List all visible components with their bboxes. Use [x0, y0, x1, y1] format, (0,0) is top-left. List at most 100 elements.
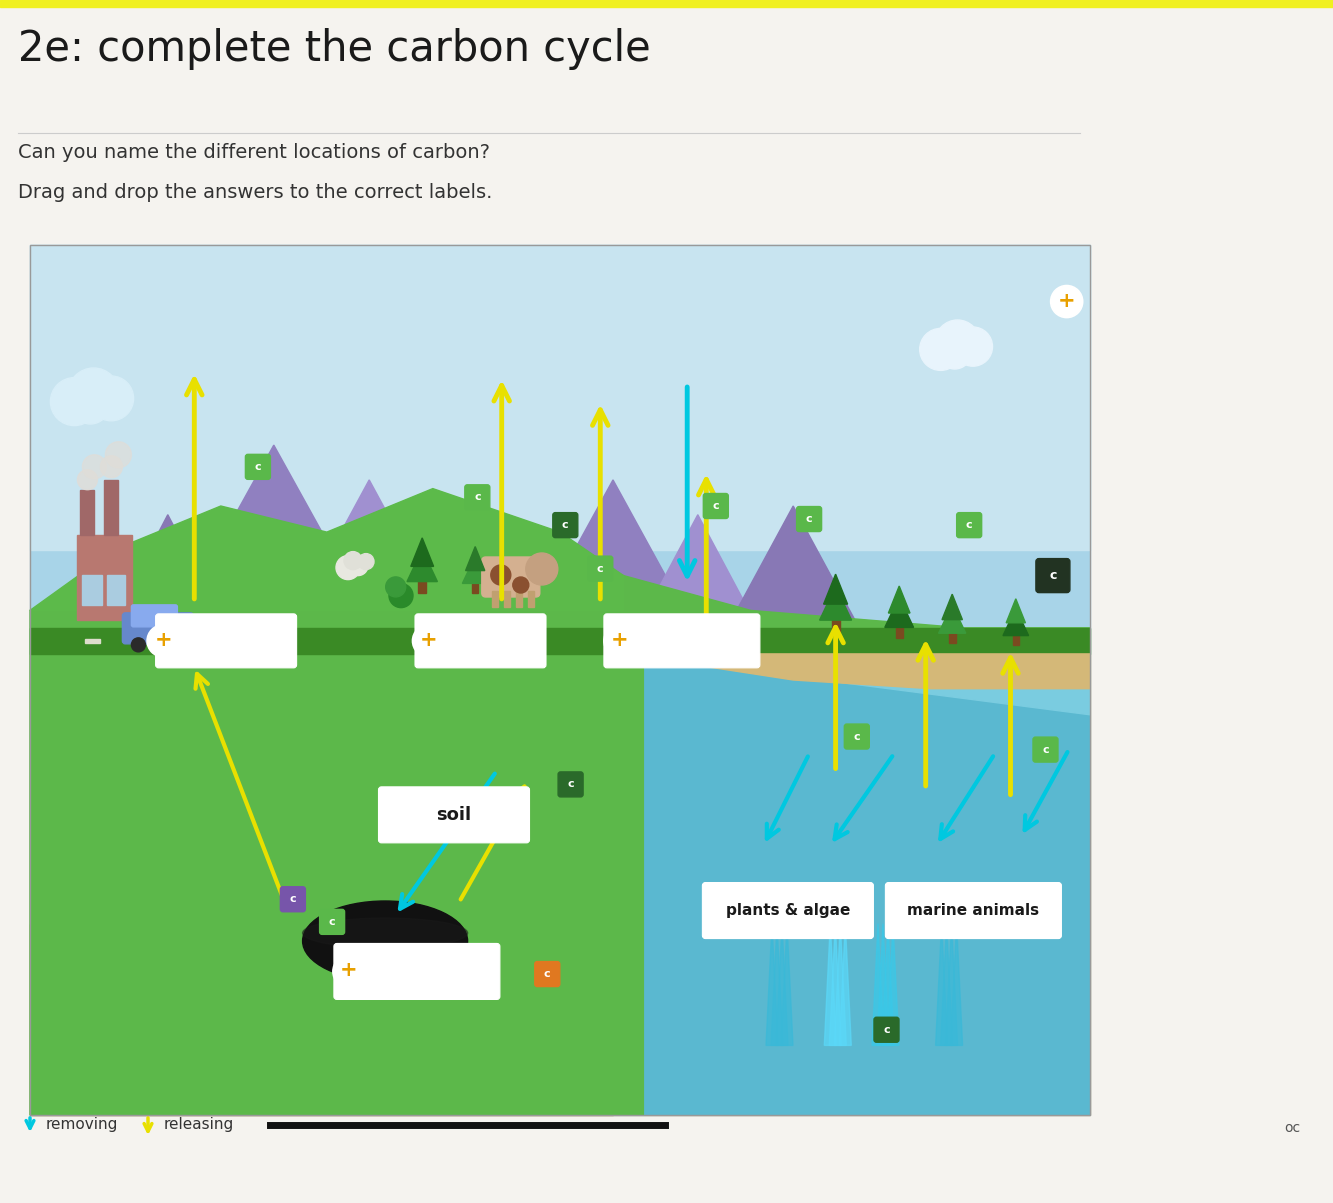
Ellipse shape — [303, 901, 468, 980]
Polygon shape — [829, 924, 841, 1045]
Circle shape — [412, 624, 444, 657]
Circle shape — [100, 456, 123, 478]
Polygon shape — [872, 924, 884, 1045]
Polygon shape — [407, 550, 437, 581]
Circle shape — [51, 378, 99, 426]
Text: oc: oc — [1284, 1121, 1300, 1134]
Text: c: c — [329, 917, 336, 926]
Polygon shape — [31, 654, 1090, 1115]
Text: c: c — [289, 894, 296, 905]
Polygon shape — [824, 574, 848, 604]
Text: c: c — [475, 492, 481, 503]
Polygon shape — [834, 924, 846, 1045]
FancyBboxPatch shape — [553, 512, 577, 538]
FancyBboxPatch shape — [559, 772, 583, 796]
Circle shape — [132, 638, 145, 652]
Ellipse shape — [303, 918, 468, 948]
Text: c: c — [884, 1025, 890, 1035]
Circle shape — [168, 638, 183, 652]
FancyBboxPatch shape — [704, 493, 728, 518]
Polygon shape — [824, 924, 836, 1045]
FancyBboxPatch shape — [874, 1018, 898, 1042]
Polygon shape — [781, 924, 793, 1045]
Bar — [85, 639, 100, 642]
FancyBboxPatch shape — [320, 909, 345, 935]
Circle shape — [359, 553, 375, 569]
Bar — [896, 626, 902, 639]
Text: +: + — [1058, 291, 1076, 310]
Polygon shape — [950, 924, 962, 1045]
Bar — [205, 639, 220, 642]
Circle shape — [920, 328, 961, 371]
Polygon shape — [766, 924, 778, 1045]
Polygon shape — [624, 515, 772, 654]
Bar — [31, 245, 1090, 1115]
Polygon shape — [877, 924, 889, 1045]
Circle shape — [348, 556, 368, 575]
Polygon shape — [938, 604, 966, 633]
Circle shape — [525, 553, 557, 585]
Circle shape — [83, 455, 107, 479]
Text: +: + — [611, 630, 629, 650]
Polygon shape — [411, 538, 433, 567]
Circle shape — [953, 327, 993, 366]
Polygon shape — [31, 541, 1090, 1115]
FancyBboxPatch shape — [465, 485, 489, 510]
Polygon shape — [708, 506, 878, 663]
Polygon shape — [465, 546, 485, 570]
FancyBboxPatch shape — [333, 943, 500, 1000]
Text: c: c — [805, 514, 812, 525]
FancyBboxPatch shape — [588, 556, 613, 581]
Bar — [31, 245, 1090, 550]
Polygon shape — [645, 628, 1090, 1115]
Text: +: + — [340, 960, 357, 980]
FancyBboxPatch shape — [885, 883, 1061, 938]
Polygon shape — [284, 480, 455, 636]
Circle shape — [336, 556, 360, 580]
Circle shape — [938, 336, 972, 369]
Text: c: c — [255, 462, 261, 472]
FancyBboxPatch shape — [123, 612, 193, 644]
FancyBboxPatch shape — [1036, 558, 1070, 593]
Bar — [104, 480, 119, 535]
Polygon shape — [936, 924, 948, 1045]
Polygon shape — [885, 597, 913, 628]
Polygon shape — [942, 594, 962, 620]
Polygon shape — [688, 636, 1090, 715]
Bar — [492, 591, 497, 608]
Bar — [528, 591, 533, 608]
Bar — [108, 575, 125, 605]
Text: plants & algae: plants & algae — [725, 903, 850, 918]
Bar — [145, 639, 160, 642]
Bar — [832, 618, 840, 632]
FancyBboxPatch shape — [702, 883, 873, 938]
Text: removing: removing — [47, 1118, 119, 1132]
Circle shape — [89, 377, 133, 421]
Text: c: c — [966, 520, 973, 531]
Text: +: + — [155, 630, 172, 650]
Bar — [83, 575, 103, 605]
Bar — [31, 245, 1090, 1115]
Bar — [419, 580, 427, 593]
Circle shape — [105, 442, 132, 468]
Polygon shape — [1006, 599, 1025, 623]
Text: c: c — [568, 780, 575, 789]
Polygon shape — [31, 924, 613, 1115]
Bar — [0, 0, 1333, 7]
FancyBboxPatch shape — [132, 605, 177, 627]
Polygon shape — [945, 924, 957, 1045]
Circle shape — [936, 320, 980, 365]
Polygon shape — [463, 556, 488, 583]
Text: 2e: complete the carbon cycle: 2e: complete the carbon cycle — [19, 28, 651, 70]
Circle shape — [385, 577, 405, 597]
FancyBboxPatch shape — [844, 724, 869, 749]
Bar — [1013, 634, 1018, 645]
Polygon shape — [888, 586, 910, 614]
Polygon shape — [624, 654, 1090, 688]
Circle shape — [513, 577, 529, 593]
Circle shape — [77, 469, 97, 490]
Text: c: c — [853, 731, 860, 741]
Polygon shape — [104, 515, 232, 636]
FancyBboxPatch shape — [957, 512, 981, 538]
Polygon shape — [882, 924, 894, 1045]
